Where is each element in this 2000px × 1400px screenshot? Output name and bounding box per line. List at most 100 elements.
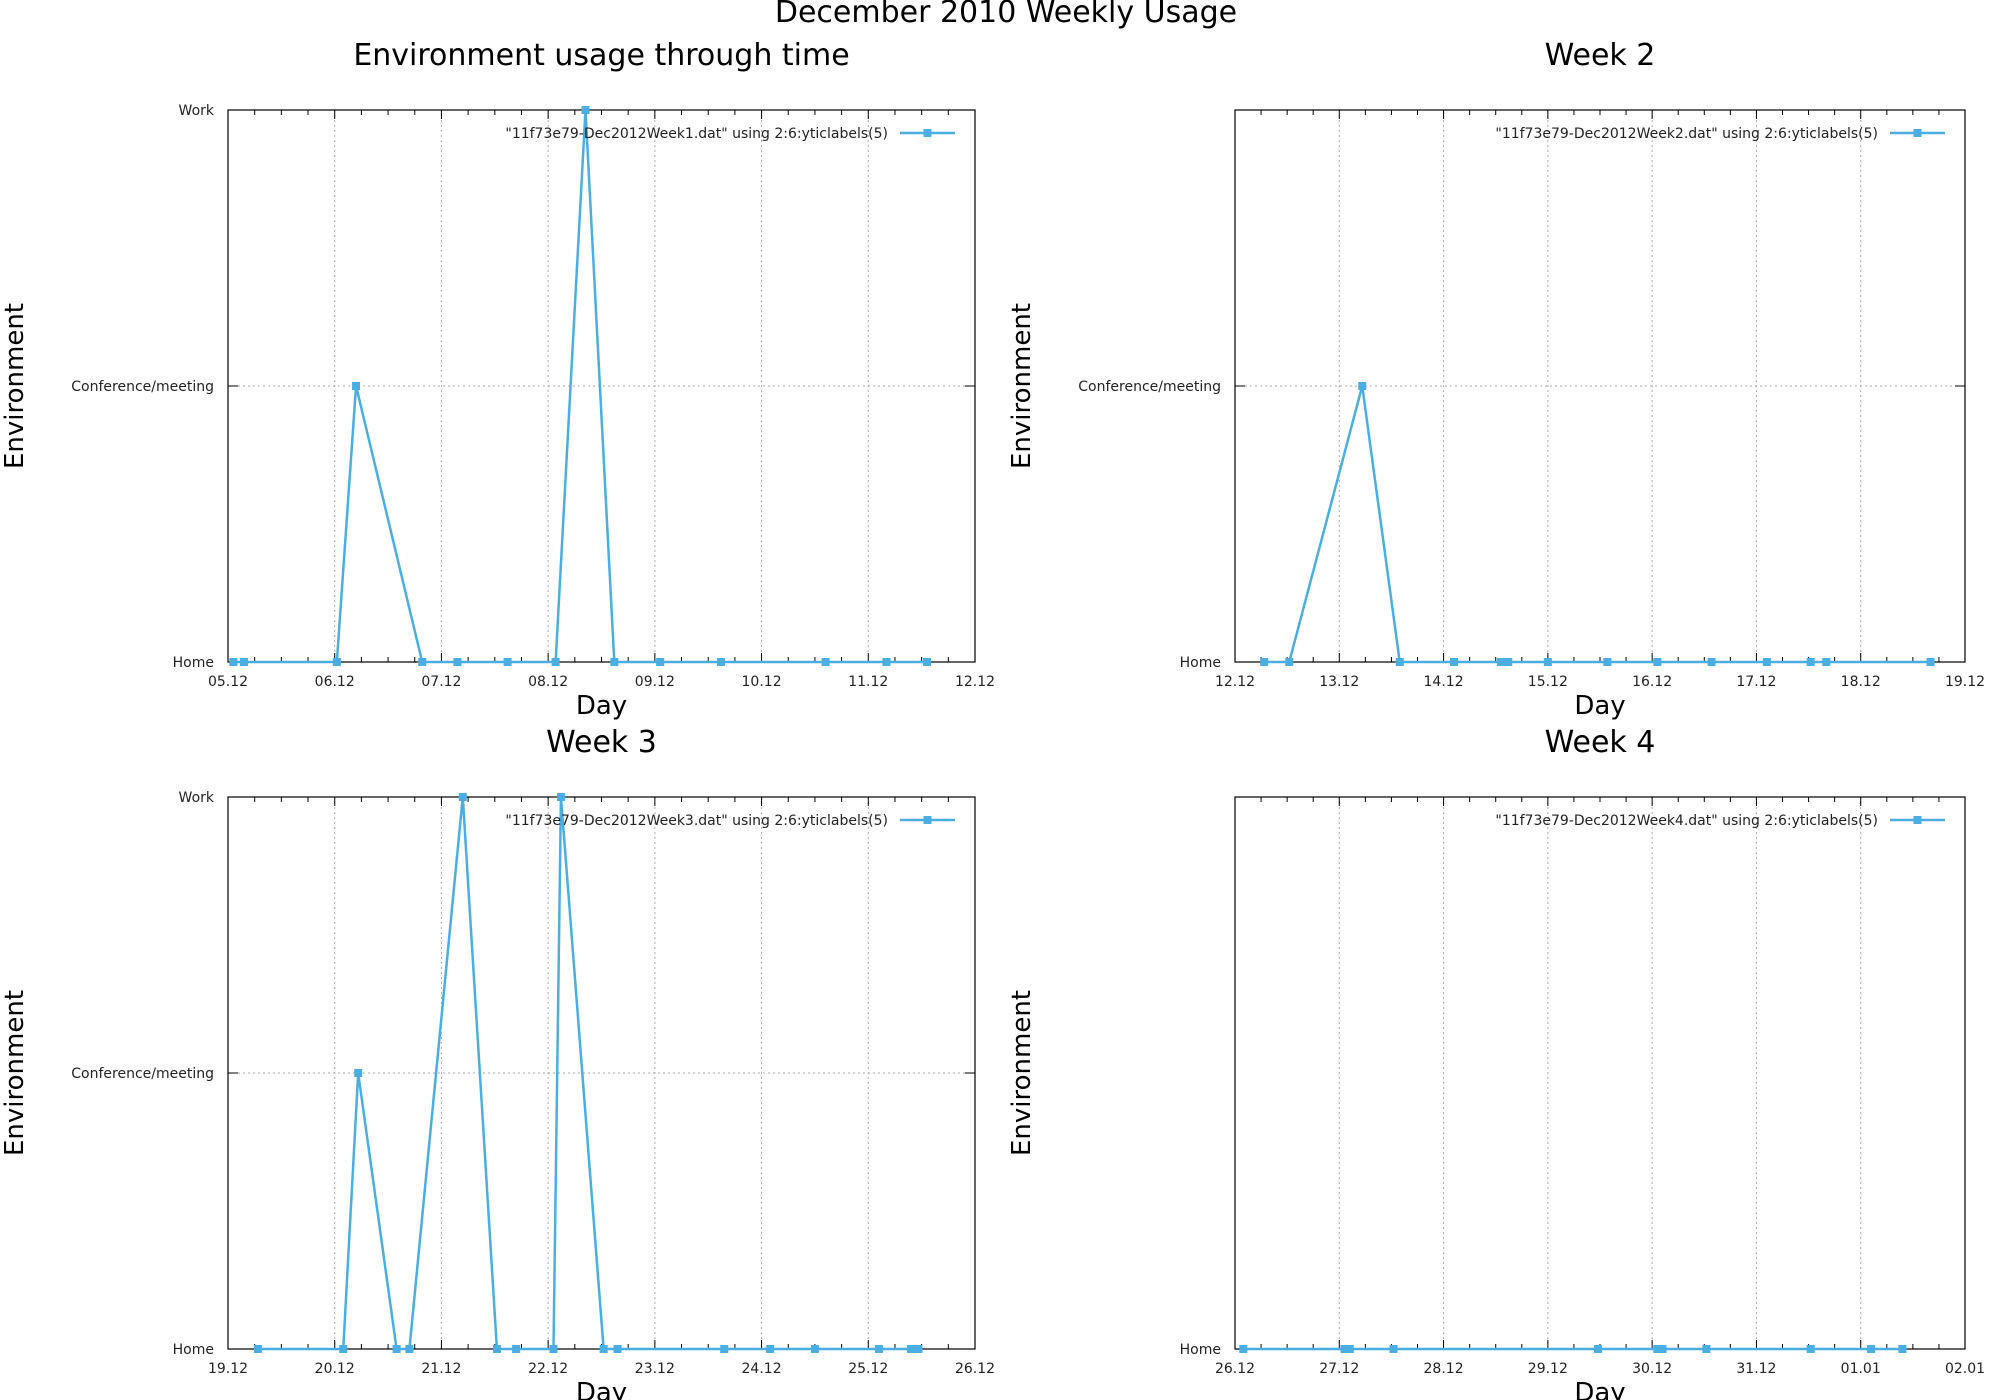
x-tick-label: 15.12 [1528,674,1568,690]
x-tick-label: 27.12 [1319,1361,1359,1377]
x-tick-label: 08.12 [528,674,568,690]
y-tick-label: Home [173,1342,214,1358]
x-axis-label: Day [576,1378,627,1400]
y-tick-label: Conference/meeting [71,1066,214,1082]
x-tick-label: 25.12 [848,1361,888,1377]
data-point [392,1345,401,1353]
data-point [240,658,249,666]
x-tick-label: 28.12 [1424,1361,1464,1377]
x-tick-label: 12.12 [1215,674,1255,690]
data-point [1653,1345,1662,1353]
chart-title: Environment usage through time [353,38,849,73]
data-point [1239,1345,1248,1353]
chart-week-3: Week 3 19.12 20.12 21.12 22.12 23.12 24.12 25.1… [0,725,995,1400]
data-point [821,658,830,666]
data-point [1395,658,1404,666]
y-tick-label: Home [1180,1342,1221,1358]
series-line [1264,385,1931,664]
data-point [922,658,931,666]
data-point [717,658,726,666]
legend-marker [923,816,932,824]
data-point [1340,1345,1349,1353]
y-axis-label: Environment [0,303,30,469]
y-axis-label: Environment [0,990,30,1156]
x-tick-label: 14.12 [1424,674,1464,690]
legend-label: "11f73e79-Dec2012Week3.dat" using 2:6:yt… [505,813,888,829]
x-tick-label: 13.12 [1319,674,1359,690]
data-point [339,1345,348,1353]
x-tick-label: 17.12 [1736,674,1776,690]
chart-title: Week 3 [546,725,657,760]
data-point [1450,658,1458,666]
x-tick-label: 31.12 [1736,1361,1776,1377]
data-point [581,106,590,114]
data-point [458,793,467,801]
data-point [1867,1345,1876,1353]
x-tick-label: 12.12 [955,674,995,690]
data-point [1926,658,1935,666]
data-point [512,1345,521,1353]
data-point [656,658,665,666]
data-point [1603,658,1612,666]
legend-label: "11f73e79-Dec2012Week1.dat" using 2:6:yt… [505,126,888,142]
x-axis-label: Day [1574,1378,1625,1400]
data-point [1707,658,1716,666]
data-point [354,1069,363,1077]
data-point [1702,1345,1711,1353]
data-point [352,382,361,390]
legend-label: "11f73e79-Dec2012Week2.dat" using 2:6:yt… [1495,126,1878,142]
data-point [599,1345,608,1353]
x-tick-label: 01.01 [1841,1361,1881,1377]
data-point [613,1345,622,1353]
chart-week-4: Week 4 26.12 27.12 28.12 29.12 30.12 31.12 01.0… [1007,725,1985,1400]
data-point [1658,1345,1667,1353]
data-point [1806,1345,1815,1353]
data-point [1822,658,1831,666]
data-point [556,793,565,801]
x-tick-label: 22.12 [528,1361,568,1377]
x-tick-label: 30.12 [1632,1361,1672,1377]
data-point [1898,1345,1907,1353]
x-tick-label: 07.12 [421,674,461,690]
data-point [253,1345,262,1353]
data-point [766,1345,775,1353]
data-point [874,1345,883,1353]
y-tick-label: Conference/meeting [1078,379,1221,395]
data-point [720,1345,729,1353]
y-axis-label: Environment [1007,990,1037,1156]
x-tick-label: 24.12 [742,1361,782,1377]
x-tick-label: 16.12 [1632,674,1672,690]
figure-title: December 2010 Weekly Usage [775,0,1237,30]
x-tick-label: 06.12 [315,674,355,690]
data-point [549,1345,558,1353]
data-point [1389,1345,1398,1353]
data-point [453,658,462,666]
y-tick-label: Home [1180,655,1221,671]
data-point [1345,1345,1354,1353]
x-tick-label: 10.12 [742,674,782,690]
data-point [1504,658,1513,666]
data-point [610,658,619,666]
x-tick-label: 09.12 [635,674,675,690]
x-axis-label: Day [576,691,627,721]
data-point [551,658,560,666]
y-axis-label: Environment [1007,303,1037,469]
legend-label: "11f73e79-Dec2012Week4.dat" using 2:6:yt… [1495,813,1878,829]
x-tick-label: 02.01 [1945,1361,1985,1377]
data-point [1496,658,1505,666]
x-tick-label: 20.12 [315,1361,355,1377]
x-tick-label: 19.12 [1945,674,1985,690]
x-tick-label: 11.12 [848,674,888,690]
data-point [229,658,238,666]
data-point [1543,658,1552,666]
data-point [1358,382,1367,390]
data-point [1806,658,1815,666]
data-point [492,1345,501,1353]
y-tick-label: Work [179,790,215,806]
series-line [257,796,919,1351]
series-line [233,109,927,664]
data-point [810,1345,819,1353]
x-tick-label: 18.12 [1841,674,1881,690]
data-point [1285,658,1294,666]
